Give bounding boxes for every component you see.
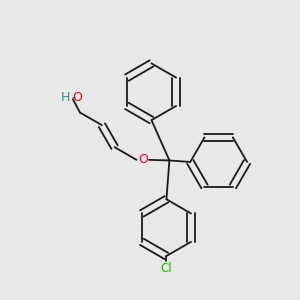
Text: O: O: [138, 153, 148, 167]
Text: O: O: [72, 91, 82, 103]
Text: -: -: [71, 91, 76, 103]
Text: H: H: [61, 91, 70, 103]
Text: Cl: Cl: [160, 262, 172, 275]
